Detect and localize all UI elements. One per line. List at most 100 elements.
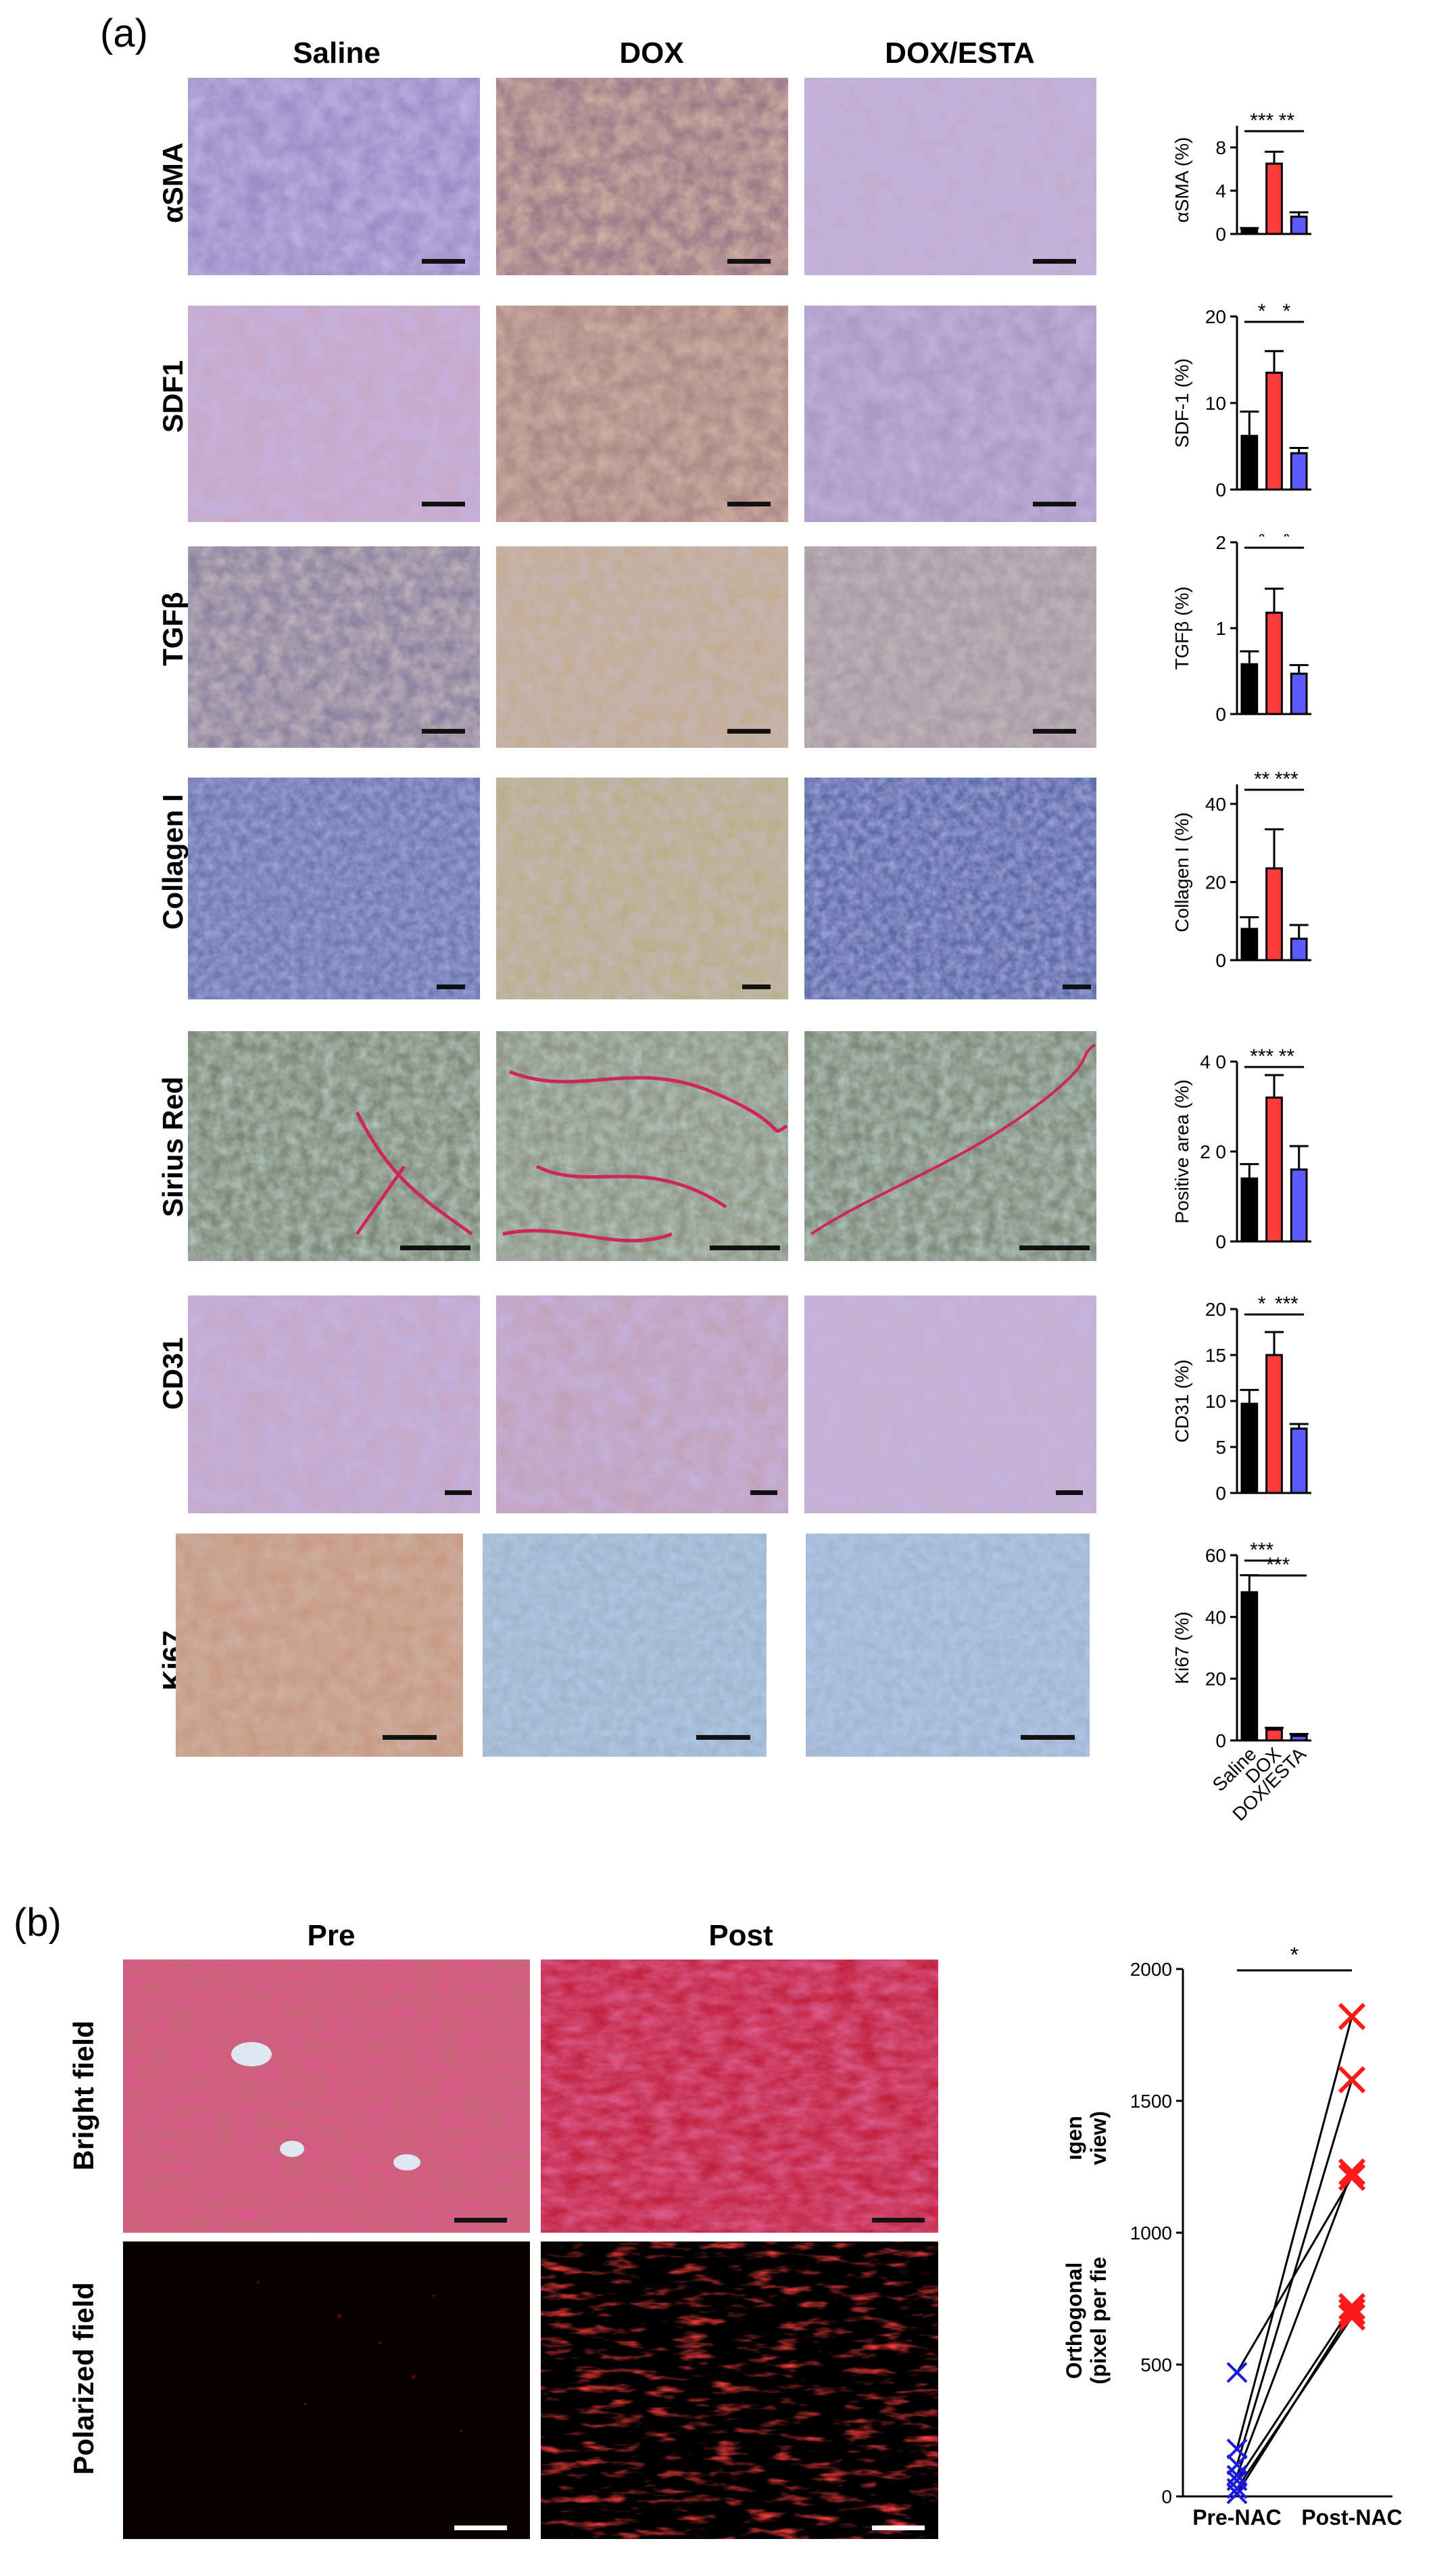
bar — [1240, 1177, 1259, 1243]
data-point-x-marker — [1338, 2293, 1366, 2321]
bar — [1265, 611, 1283, 715]
bar — [1290, 1427, 1308, 1494]
pair-line — [1236, 2306, 1353, 2482]
significance-label: *** — [1250, 1539, 1273, 1561]
micrograph-sdf1-saline — [188, 306, 480, 522]
bar — [1240, 229, 1259, 235]
scale-bar — [750, 1490, 777, 1495]
scale-bar — [437, 985, 465, 989]
bar — [1265, 1728, 1283, 1742]
bar-chart-asma: 0 4 8 αSMA (%) *** ** — [1109, 88, 1447, 291]
bar-chart-collagen: 0 20 40 Collagen I (%) ** *** — [1109, 768, 1447, 993]
scale-bar — [727, 729, 771, 734]
y-tick-label: 1500 — [1130, 2091, 1172, 2112]
y-tick-label: 0 — [1215, 950, 1226, 971]
micrograph-collagen-dox — [496, 778, 788, 999]
bar — [1240, 1591, 1259, 1742]
scale-bar — [1033, 259, 1076, 264]
data-point-x-marker — [1338, 2298, 1366, 2326]
y-tick-label: 4 0 — [1200, 1051, 1226, 1072]
scale-bar — [422, 502, 465, 506]
scale-bar — [1063, 985, 1091, 989]
column-title-dox-esta: DOX/ESTA — [885, 37, 1035, 70]
data-point-x-marker — [1226, 2477, 1248, 2499]
scale-bar — [454, 2525, 507, 2530]
y-axis-label: SDF-1 (%) — [1171, 358, 1192, 448]
bar — [1290, 215, 1308, 235]
data-point-x-marker — [1338, 2003, 1366, 2031]
y-tick-label: 60 — [1205, 1545, 1226, 1566]
significance-label: *** — [1250, 110, 1273, 132]
scale-bar — [422, 729, 465, 734]
micrograph-cd31-saline — [188, 1296, 480, 1513]
micrograph-tgfb-saline — [188, 546, 480, 748]
y-tick-label: 2 — [1215, 534, 1226, 553]
scale-bar — [454, 2218, 507, 2223]
x-tick-label: Pre-NAC — [1192, 2505, 1282, 2530]
scale-bar — [400, 1246, 470, 1250]
micrograph-polarized-pre — [123, 2241, 530, 2539]
y-tick-label: 20 — [1205, 306, 1226, 327]
micrograph-ki67-dox — [483, 1534, 767, 1757]
bar — [1240, 663, 1259, 715]
scale-bar — [727, 259, 771, 264]
bar — [1265, 1354, 1283, 1494]
row-label-sirius-red: Sirius Red — [157, 1076, 189, 1217]
y-tick-label: 1000 — [1130, 2223, 1172, 2244]
data-point-x-marker — [1226, 2454, 1248, 2475]
panel-b-label: (b) — [14, 1901, 62, 1945]
data-point-x-marker — [1226, 2483, 1248, 2505]
row-label-collagen: Collagen I — [157, 794, 189, 930]
pair-line — [1236, 2311, 1353, 2494]
data-point-x-marker — [1226, 2362, 1248, 2383]
row-label-polarized-field: Polarized field — [68, 2282, 99, 2475]
micrograph-sdf1-dox — [496, 306, 788, 522]
scale-bar — [1033, 502, 1076, 506]
y-axis-label: view) — [1086, 2111, 1111, 2165]
micrograph-asma-dox-esta — [804, 78, 1096, 275]
micrograph-sdf1-dox-esta — [804, 306, 1096, 522]
y-tick-label: 1 — [1215, 618, 1226, 639]
y-axis-label: ıgen — [1062, 2116, 1086, 2160]
y-axis-label: TGFβ (%) — [1171, 586, 1192, 669]
micrograph-tgfb-dox-esta — [804, 546, 1096, 748]
row-label-asma: αSMA — [157, 142, 189, 223]
scale-bar — [872, 2218, 925, 2223]
y-tick-label: 4 — [1215, 181, 1226, 201]
significance-label: *** — [1266, 1554, 1290, 1576]
bar — [1240, 435, 1259, 491]
micrograph-sirius-dox — [496, 1031, 788, 1261]
pair-line — [1236, 2016, 1353, 2450]
scale-bar — [1019, 1246, 1090, 1250]
significance-label: ** — [1279, 110, 1295, 132]
micrograph-ki67-saline — [176, 1534, 463, 1757]
scale-bar — [710, 1246, 780, 1250]
y-tick-label: 20 — [1205, 1669, 1226, 1690]
y-axis-label: (pixel per fie — [1086, 2257, 1111, 2385]
bar — [1290, 1734, 1308, 1742]
y-tick-label: 0 — [1215, 479, 1226, 499]
y-tick-label: 15 — [1205, 1345, 1226, 1366]
y-tick-label: 10 — [1205, 393, 1226, 414]
column-title-dox: DOX — [619, 37, 684, 70]
scale-bar — [383, 1735, 437, 1740]
bar — [1290, 452, 1308, 491]
pair-line — [1236, 2079, 1353, 2465]
y-tick-label: 0 — [1215, 1483, 1226, 1504]
data-point-x-marker — [1338, 2303, 1366, 2331]
bar — [1290, 672, 1308, 715]
y-tick-label: 40 — [1205, 1607, 1226, 1628]
micrograph-asma-saline — [188, 78, 480, 275]
micrograph-cd31-dox — [496, 1296, 788, 1513]
y-tick-label: 0 — [1215, 1730, 1226, 1751]
micrograph-sirius-saline — [188, 1031, 480, 1261]
column-title-pre: Pre — [307, 1919, 356, 1952]
y-tick-label: 0 — [1215, 704, 1226, 725]
significance-label: *** — [1250, 1045, 1273, 1068]
scale-bar — [422, 259, 465, 264]
y-tick-label: 20 — [1205, 1299, 1226, 1320]
row-label-tgfb: TGFβ — [157, 592, 189, 666]
column-title-saline: Saline — [293, 37, 381, 70]
bar-chart-cd31: 0 5 10 15 20 CD31 (%) * *** — [1109, 1293, 1447, 1512]
